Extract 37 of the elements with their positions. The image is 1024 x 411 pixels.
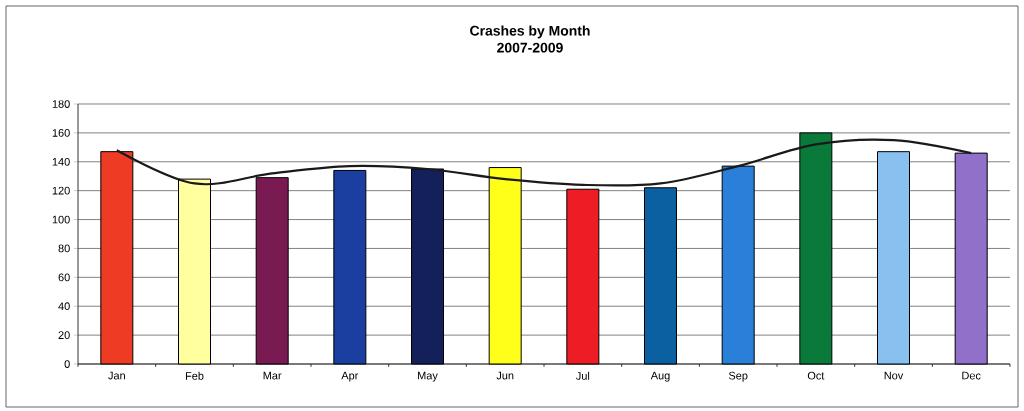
bar bbox=[255, 177, 289, 365]
bar bbox=[178, 178, 211, 365]
y-tick-label: 160 bbox=[52, 129, 70, 137]
y-tick-label: 20 bbox=[58, 331, 70, 339]
bar bbox=[333, 169, 367, 365]
y-tick-label: 120 bbox=[52, 186, 70, 195]
bar bbox=[877, 151, 911, 365]
y-tick-label: 0 bbox=[64, 360, 70, 368]
bar bbox=[100, 151, 134, 365]
x-tick-label: Jan bbox=[108, 371, 125, 380]
chart-subtitle: 2007-2009 bbox=[497, 42, 563, 53]
y-tick-label: 80 bbox=[58, 244, 70, 253]
bar bbox=[411, 168, 444, 365]
x-tick-label: Nov bbox=[884, 371, 904, 380]
bar bbox=[488, 167, 522, 365]
line-series bbox=[115, 138, 973, 187]
x-tick-label: Jul bbox=[576, 371, 590, 380]
x-tick-label: Jun bbox=[496, 371, 514, 380]
y-tick-label: 100 bbox=[52, 215, 70, 224]
bar bbox=[644, 187, 678, 365]
y-tick-label: 60 bbox=[58, 273, 70, 282]
bar bbox=[566, 188, 600, 365]
y-tick-label: 180 bbox=[52, 100, 70, 108]
bar bbox=[954, 152, 988, 365]
y-tick-label: 40 bbox=[58, 302, 70, 311]
x-tick-label: Aug bbox=[650, 371, 670, 382]
x-tick-label: Dec bbox=[962, 371, 981, 380]
x-tick-label: Apr bbox=[341, 371, 359, 382]
x-tick-label: Oct bbox=[807, 371, 825, 380]
x-tick-label: Mar bbox=[263, 371, 282, 380]
x-tick-label: May bbox=[418, 371, 438, 382]
y-tick-label: 140 bbox=[52, 157, 70, 166]
x-tick-label: Sep bbox=[728, 371, 748, 382]
x-tick-label: Feb bbox=[185, 371, 204, 380]
bar bbox=[721, 165, 755, 365]
chart-title: Crashes by Month bbox=[470, 25, 590, 39]
bar bbox=[799, 132, 833, 365]
